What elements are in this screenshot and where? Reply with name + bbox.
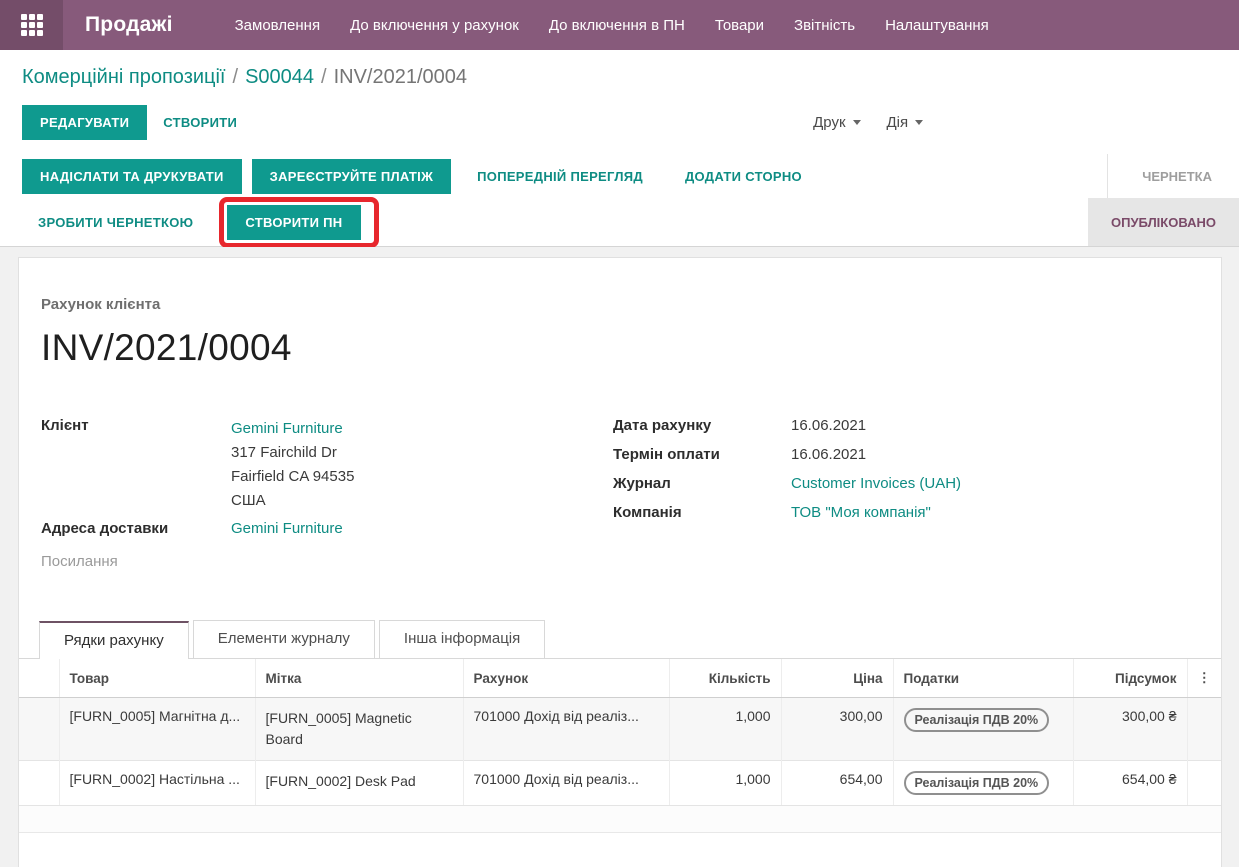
print-dropdown[interactable]: Друк [813, 114, 861, 131]
customer-field-label: Клієнт [41, 417, 89, 434]
cell-product[interactable]: [FURN_0005] Магнітна д... [59, 697, 256, 761]
column-header-account[interactable]: Рахунок [463, 659, 670, 698]
due-date-value: 16.06.2021 [791, 446, 867, 463]
statusbar-row-1: НАДІСЛАТИ ТА ДРУКУВАТИ ЗАРЕЄСТРУЙТЕ ПЛАТ… [0, 154, 1239, 198]
add-credit-note-button[interactable]: ДОДАТИ СТОРНО [669, 159, 818, 194]
handle-column-header [19, 659, 60, 698]
breadcrumb-link-quotations[interactable]: Комерційні пропозиції [22, 66, 226, 88]
breadcrumb-current: INV/2021/0004 [333, 66, 468, 88]
reset-to-draft-button[interactable]: ЗРОБИТИ ЧЕРНЕТКОЮ [22, 205, 209, 240]
column-header-quantity[interactable]: Кількість [669, 659, 782, 698]
caret-down-icon [852, 120, 861, 125]
breadcrumb-separator: / [321, 66, 327, 88]
column-header-taxes[interactable]: Податки [893, 659, 1074, 698]
customer-address-line3: США [231, 492, 266, 509]
create-tax-invoice-button[interactable]: СТВОРИТИ ПН [227, 204, 361, 240]
cell-taxes[interactable]: Реалізація ПДВ 20% [893, 760, 1074, 805]
notebook-tabs: Рядки рахунку Елементи журналу Інша інфо… [19, 620, 1221, 659]
cell-subtotal[interactable]: 300,00 ₴ [1073, 697, 1188, 761]
tab-other-info[interactable]: Інша інформація [378, 620, 546, 658]
statusbar-row-2: ЗРОБИТИ ЧЕРНЕТКОЮ СТВОРИТИ ПН ОПУБЛІКОВА… [0, 196, 1239, 248]
invoice-date-value: 16.06.2021 [791, 417, 867, 434]
invoice-lines-table: Товар Мітка Рахунок Кількість Ціна Подат… [19, 659, 1221, 805]
app-name[interactable]: Продажі [85, 13, 173, 36]
customer-link[interactable]: Gemini Furniture [231, 420, 343, 437]
cell-account[interactable]: 701000 Дохід від реаліз... [463, 697, 670, 761]
control-panel-actions: РЕДАГУВАТИ СТВОРИТИ Друк Дія [22, 105, 1217, 154]
table-row[interactable]: [FURN_0005] Магнітна д... [FURN_0005] Ma… [19, 697, 1221, 761]
nav-item-reporting[interactable]: Звітність [794, 16, 856, 34]
customer-address-line1: 317 Fairchild Dr [231, 444, 337, 461]
invoice-form-sheet: Рахунок клієнта INV/2021/0004 Клієнт Gem… [18, 257, 1222, 867]
row-handle-cell [19, 697, 60, 761]
breadcrumb: Комерційні пропозиції / S00044 / INV/2021/00… [22, 66, 1217, 89]
breadcrumb-separator: / [232, 66, 239, 88]
row-handle-cell [19, 760, 60, 805]
statusbar: НАДІСЛАТИ ТА ДРУКУВАТИ ЗАРЕЄСТРУЙТЕ ПЛАТ… [0, 154, 1239, 248]
document-type-label: Рахунок клієнта [41, 296, 161, 313]
reference-field-label[interactable]: Посилання [41, 553, 118, 570]
tab-journal-items[interactable]: Елементи журналу [192, 620, 375, 658]
apps-menu-button[interactable] [0, 0, 63, 50]
caret-down-icon [915, 120, 924, 125]
red-highlight-annotation: СТВОРИТИ ПН [219, 196, 379, 248]
tab-invoice-lines[interactable]: Рядки рахунку [39, 621, 189, 659]
nav-item-to-invoice[interactable]: До включення у рахунок [350, 16, 519, 34]
top-navbar: Продажі Замовлення До включення у рахуно… [0, 0, 1239, 50]
table-header-row: Товар Мітка Рахунок Кількість Ціна Подат… [19, 659, 1221, 698]
cell-price[interactable]: 654,00 [781, 760, 894, 805]
cell-subtotal[interactable]: 654,00 ₴ [1073, 760, 1188, 805]
cell-quantity[interactable]: 1,000 [669, 760, 782, 805]
invoice-number-title: INV/2021/0004 [41, 327, 292, 368]
action-dropdown[interactable]: Дія [887, 114, 924, 131]
fields-area: Клієнт Gemini Furniture 317 Fairchild Dr… [41, 417, 1199, 570]
company-field-label: Компанія [613, 504, 682, 521]
customer-address-line2: Fairfield CA 94535 [231, 468, 355, 485]
column-header-price[interactable]: Ціна [781, 659, 894, 698]
column-header-product[interactable]: Товар [59, 659, 256, 698]
journal-field-label: Журнал [613, 475, 671, 492]
preview-button[interactable]: ПОПЕРЕДНІЙ ПЕРЕГЛЯД [461, 159, 659, 194]
delivery-address-field-label: Адреса доставки [41, 520, 169, 537]
cell-label[interactable]: [FURN_0005] Magnetic Board [255, 697, 464, 761]
nav-item-products[interactable]: Товари [714, 16, 765, 34]
due-date-field-label: Термін оплати [613, 446, 720, 463]
table-row[interactable]: [FURN_0002] Настільна ... [FURN_0002] De… [19, 760, 1221, 805]
nav-menu: Замовлення До включення у рахунок До вкл… [235, 17, 989, 34]
column-header-label[interactable]: Мітка [255, 659, 464, 698]
content-background: Рахунок клієнта INV/2021/0004 Клієнт Gem… [0, 247, 1239, 867]
breadcrumb-link-order[interactable]: S00044 [245, 66, 315, 88]
status-step-draft[interactable]: ЧЕРНЕТКА [1107, 154, 1239, 198]
nav-item-settings[interactable]: Налаштування [885, 16, 989, 34]
edit-button[interactable]: РЕДАГУВАТИ [22, 105, 148, 140]
nav-item-to-tax-invoice[interactable]: До включення в ПН [548, 16, 685, 34]
column-header-subtotal[interactable]: Підсумок [1073, 659, 1188, 698]
invoice-date-field-label: Дата рахунку [613, 417, 712, 434]
company-link[interactable]: ТОВ "Моя компанія" [791, 504, 931, 521]
delivery-address-link[interactable]: Gemini Furniture [231, 520, 343, 537]
cell-taxes[interactable]: Реалізація ПДВ 20% [893, 697, 1074, 761]
control-panel: Комерційні пропозиції / S00044 / INV/2021/00… [0, 50, 1239, 154]
table-footer-strip [19, 805, 1221, 833]
control-panel-dropdowns: Друк Дія [813, 114, 924, 131]
tax-badge: Реалізація ПДВ 20% [903, 708, 1050, 732]
cell-product[interactable]: [FURN_0002] Настільна ... [59, 760, 256, 805]
register-payment-button[interactable]: ЗАРЕЄСТРУЙТЕ ПЛАТІЖ [251, 158, 452, 194]
cell-price[interactable]: 300,00 [781, 697, 894, 761]
cell-account[interactable]: 701000 Дохід від реаліз... [463, 760, 670, 805]
apps-grid-icon [20, 14, 43, 36]
send-and-print-button[interactable]: НАДІСЛАТИ ТА ДРУКУВАТИ [22, 158, 242, 194]
cell-quantity[interactable]: 1,000 [669, 697, 782, 761]
tax-badge: Реалізація ПДВ 20% [903, 771, 1050, 795]
cell-label[interactable]: [FURN_0002] Desk Pad [255, 760, 464, 805]
nav-item-orders[interactable]: Замовлення [234, 16, 321, 34]
journal-link[interactable]: Customer Invoices (UAH) [791, 475, 962, 492]
create-button[interactable]: СТВОРИТИ [147, 105, 253, 140]
optional-columns-icon[interactable]: ⋮ [1187, 659, 1221, 698]
status-step-posted[interactable]: ОПУБЛІКОВАНО [1088, 198, 1239, 246]
